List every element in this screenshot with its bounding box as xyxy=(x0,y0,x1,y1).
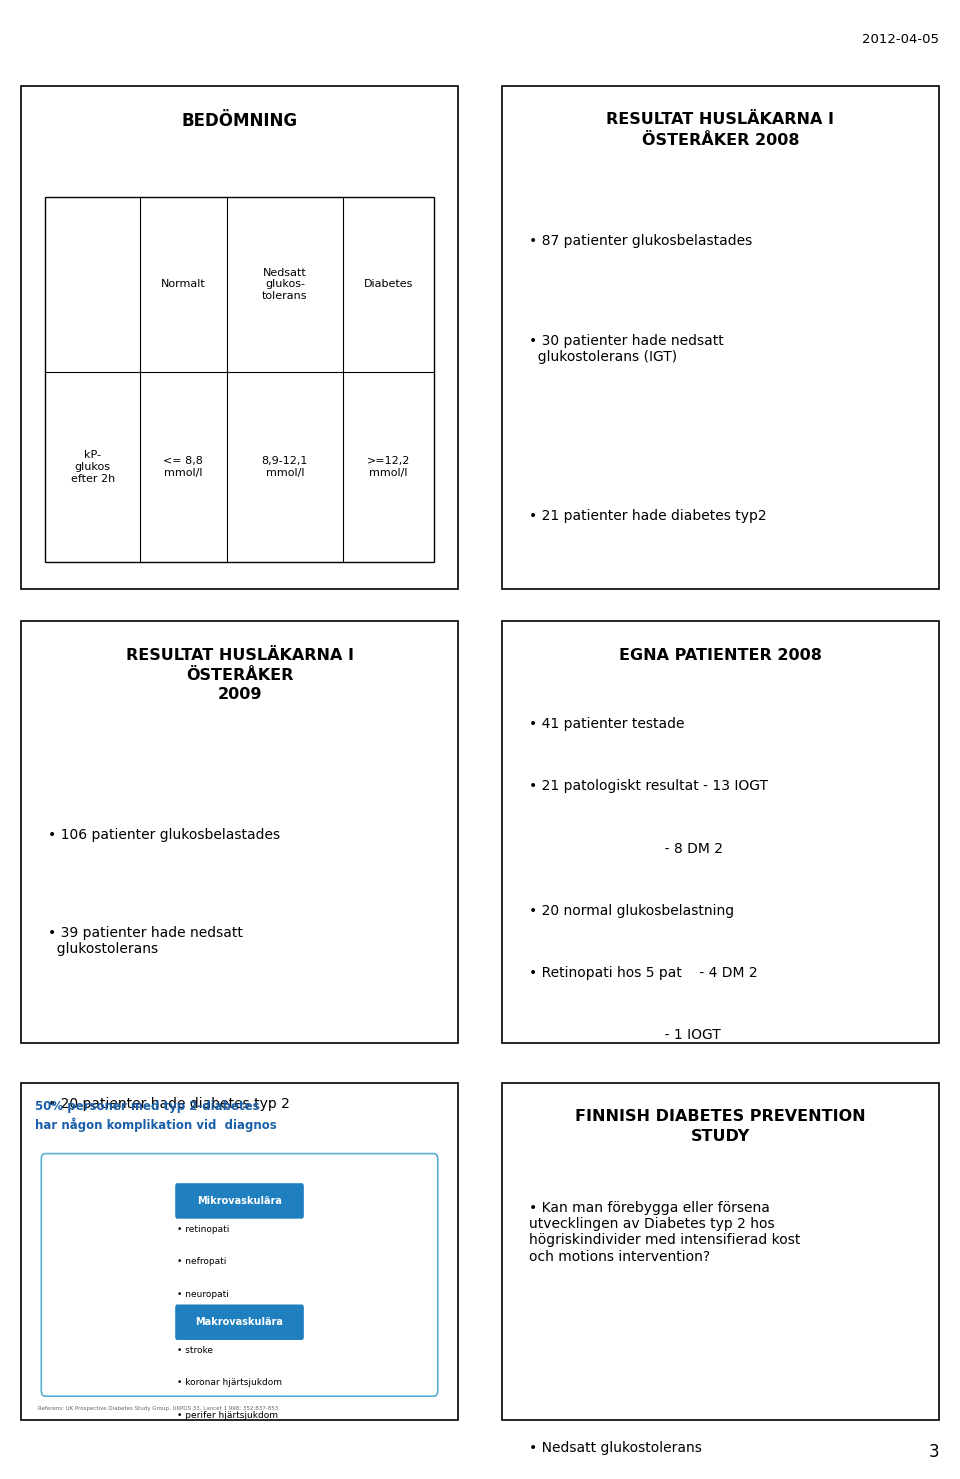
Text: kP-
glukos
efter 2h: kP- glukos efter 2h xyxy=(70,451,115,484)
FancyBboxPatch shape xyxy=(502,621,939,1043)
FancyBboxPatch shape xyxy=(21,621,458,1043)
Text: • 39 patienter hade nedsatt
  glukostolerans: • 39 patienter hade nedsatt glukostolera… xyxy=(48,926,243,955)
Text: <= 8,8
mmol/l: <= 8,8 mmol/l xyxy=(163,456,204,478)
Text: FINNISH DIABETES PREVENTION
STUDY: FINNISH DIABETES PREVENTION STUDY xyxy=(575,1109,866,1145)
Text: RESULTAT HUSLÄKARNA I
ÖSTERÅKER 2008: RESULTAT HUSLÄKARNA I ÖSTERÅKER 2008 xyxy=(607,112,834,148)
Text: >=12,2
mmol/l: >=12,2 mmol/l xyxy=(367,456,410,478)
Text: • retinopati: • retinopati xyxy=(177,1225,229,1233)
Text: • stroke: • stroke xyxy=(177,1346,213,1355)
Text: • nefropati: • nefropati xyxy=(177,1257,227,1266)
Text: • 20 patienter hade diabetes typ 2: • 20 patienter hade diabetes typ 2 xyxy=(48,1097,290,1111)
Bar xyxy=(45,197,434,562)
Text: - 1 IOGT: - 1 IOGT xyxy=(529,1028,721,1041)
Text: • 106 patienter glukosbelastades: • 106 patienter glukosbelastades xyxy=(48,828,280,842)
Text: Diabetes: Diabetes xyxy=(364,280,413,290)
Text: • neuropati: • neuropati xyxy=(177,1290,229,1299)
Text: • 30 patienter hade nedsatt
  glukostolerans (IGT): • 30 patienter hade nedsatt glukostolera… xyxy=(529,334,724,364)
Text: Mikrovaskulära: Mikrovaskulära xyxy=(197,1197,282,1205)
Text: 8,9-12,1
mmol/l: 8,9-12,1 mmol/l xyxy=(262,456,308,478)
Text: • 20 normal glukosbelastning: • 20 normal glukosbelastning xyxy=(529,904,734,917)
Text: • koronar hjärtsjukdom: • koronar hjärtsjukdom xyxy=(177,1378,282,1387)
Text: 3: 3 xyxy=(928,1444,939,1461)
FancyBboxPatch shape xyxy=(41,1154,438,1396)
Text: Nedsatt
glukos-
tolerans: Nedsatt glukos- tolerans xyxy=(262,268,307,302)
FancyBboxPatch shape xyxy=(175,1183,303,1219)
Text: - 8 DM 2: - 8 DM 2 xyxy=(529,842,723,855)
FancyBboxPatch shape xyxy=(502,1083,939,1420)
Text: • 21 patologiskt resultat - 13 IOGT: • 21 patologiskt resultat - 13 IOGT xyxy=(529,779,768,793)
FancyBboxPatch shape xyxy=(21,86,458,589)
Text: BEDÖMNING: BEDÖMNING xyxy=(181,112,298,130)
FancyBboxPatch shape xyxy=(502,86,939,589)
Text: • perifer hjärtsjukdom: • perifer hjärtsjukdom xyxy=(177,1411,278,1420)
FancyBboxPatch shape xyxy=(175,1304,303,1340)
Text: Referens: UK Prospective Diabetes Study Group. UKPDS 33. Lancet 1 998; 352:837-8: Referens: UK Prospective Diabetes Study … xyxy=(38,1407,278,1411)
Text: • 87 patienter glukosbelastades: • 87 patienter glukosbelastades xyxy=(529,234,753,247)
FancyBboxPatch shape xyxy=(21,1083,458,1420)
Text: • Kan man förebygga eller försena
utvecklingen av Diabetes typ 2 hos
högriskindi: • Kan man förebygga eller försena utveck… xyxy=(529,1201,801,1263)
Text: 2012-04-05: 2012-04-05 xyxy=(862,33,939,46)
Text: Makrovaskulära: Makrovaskulära xyxy=(196,1318,283,1327)
Text: Normalt: Normalt xyxy=(161,280,205,290)
Text: • 41 patienter testade: • 41 patienter testade xyxy=(529,717,684,731)
Text: • Retinopati hos 5 pat    - 4 DM 2: • Retinopati hos 5 pat - 4 DM 2 xyxy=(529,966,757,979)
Text: RESULTAT HUSLÄKARNA I
ÖSTERÅKER
2009: RESULTAT HUSLÄKARNA I ÖSTERÅKER 2009 xyxy=(126,648,353,703)
Text: • 21 patienter hade diabetes typ2: • 21 patienter hade diabetes typ2 xyxy=(529,509,767,522)
Text: • Nedsatt glukostolerans: • Nedsatt glukostolerans xyxy=(529,1441,702,1454)
Text: EGNA PATIENTER 2008: EGNA PATIENTER 2008 xyxy=(619,648,822,663)
Text: 50% personer med typ 2-diabetes
har någon komplikation vid  diagnos: 50% personer med typ 2-diabetes har någo… xyxy=(35,1100,276,1131)
